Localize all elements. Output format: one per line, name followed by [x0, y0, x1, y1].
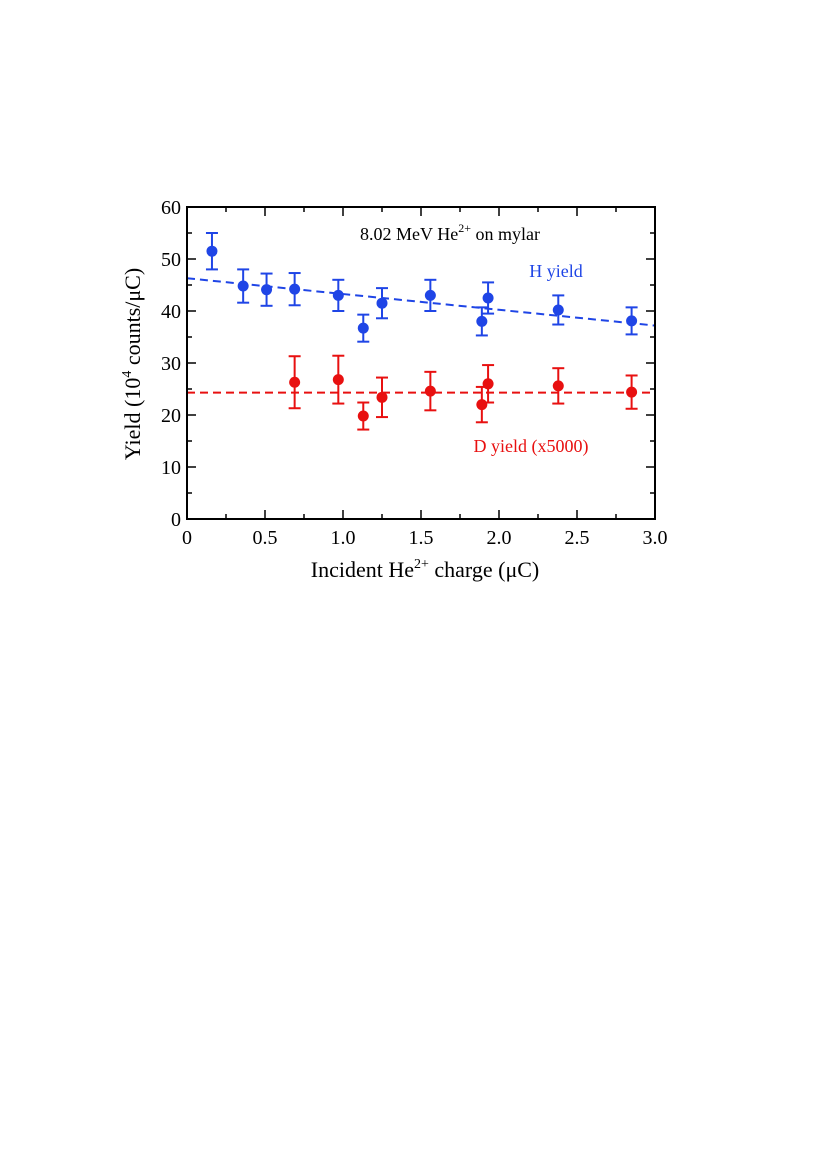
y-tick-label: 50 [161, 249, 181, 271]
y-tick-label: 30 [161, 353, 181, 375]
series-label-h-yield: H yield [529, 261, 583, 281]
data-points [206, 245, 638, 422]
data-point-h [237, 280, 249, 292]
y-tick-label: 60 [161, 197, 181, 219]
data-point-d [482, 378, 494, 390]
data-point-d [424, 385, 436, 397]
data-point-d [357, 410, 369, 422]
y-tick-label: 20 [161, 405, 181, 427]
data-point-h [289, 283, 301, 295]
y-tick-label: 10 [161, 457, 181, 479]
data-point-h [482, 292, 494, 304]
data-point-h [376, 297, 388, 309]
data-point-d [376, 391, 388, 403]
x-tick-label: 2.5 [565, 527, 590, 549]
y-tick-label: 0 [171, 509, 181, 531]
y-axis-label: Yield (104 counts/μC) [120, 268, 145, 460]
data-point-h [206, 245, 218, 257]
data-point-d [476, 399, 488, 411]
data-point-d [626, 386, 638, 398]
fit-lines [186, 277, 656, 394]
error-bars [205, 232, 638, 431]
data-point-h [552, 304, 564, 316]
x-tick-label: 2.0 [487, 527, 512, 549]
x-tick-label: 1.5 [409, 527, 434, 549]
y-tick-label: 40 [161, 301, 181, 323]
data-point-h [261, 284, 273, 296]
data-point-d [552, 380, 564, 392]
chart-title: 8.02 MeV He2+ on mylar [360, 221, 540, 244]
x-tick-label: 1.0 [331, 527, 356, 549]
data-point-h [476, 315, 488, 327]
x-tick-label: 0.5 [253, 527, 278, 549]
data-point-h [424, 289, 436, 301]
fit-line-h [186, 277, 656, 327]
plot-frame [186, 206, 656, 520]
x-tick-label: 3.0 [643, 527, 668, 549]
series-label-d-yield: D yield (x5000) [474, 436, 589, 457]
data-point-h [626, 315, 638, 327]
x-axis-label: Incident He2+ charge (μC) [311, 557, 539, 582]
axes: 0 0.5 1.0 1.5 2.0 2.5 3.0 0 10 20 30 40 50 60 [161, 197, 668, 549]
data-point-d [332, 374, 344, 386]
data-point-h [357, 322, 369, 334]
data-point-h [332, 289, 344, 301]
x-tick-label: 0 [182, 527, 192, 549]
data-point-d [289, 376, 301, 388]
